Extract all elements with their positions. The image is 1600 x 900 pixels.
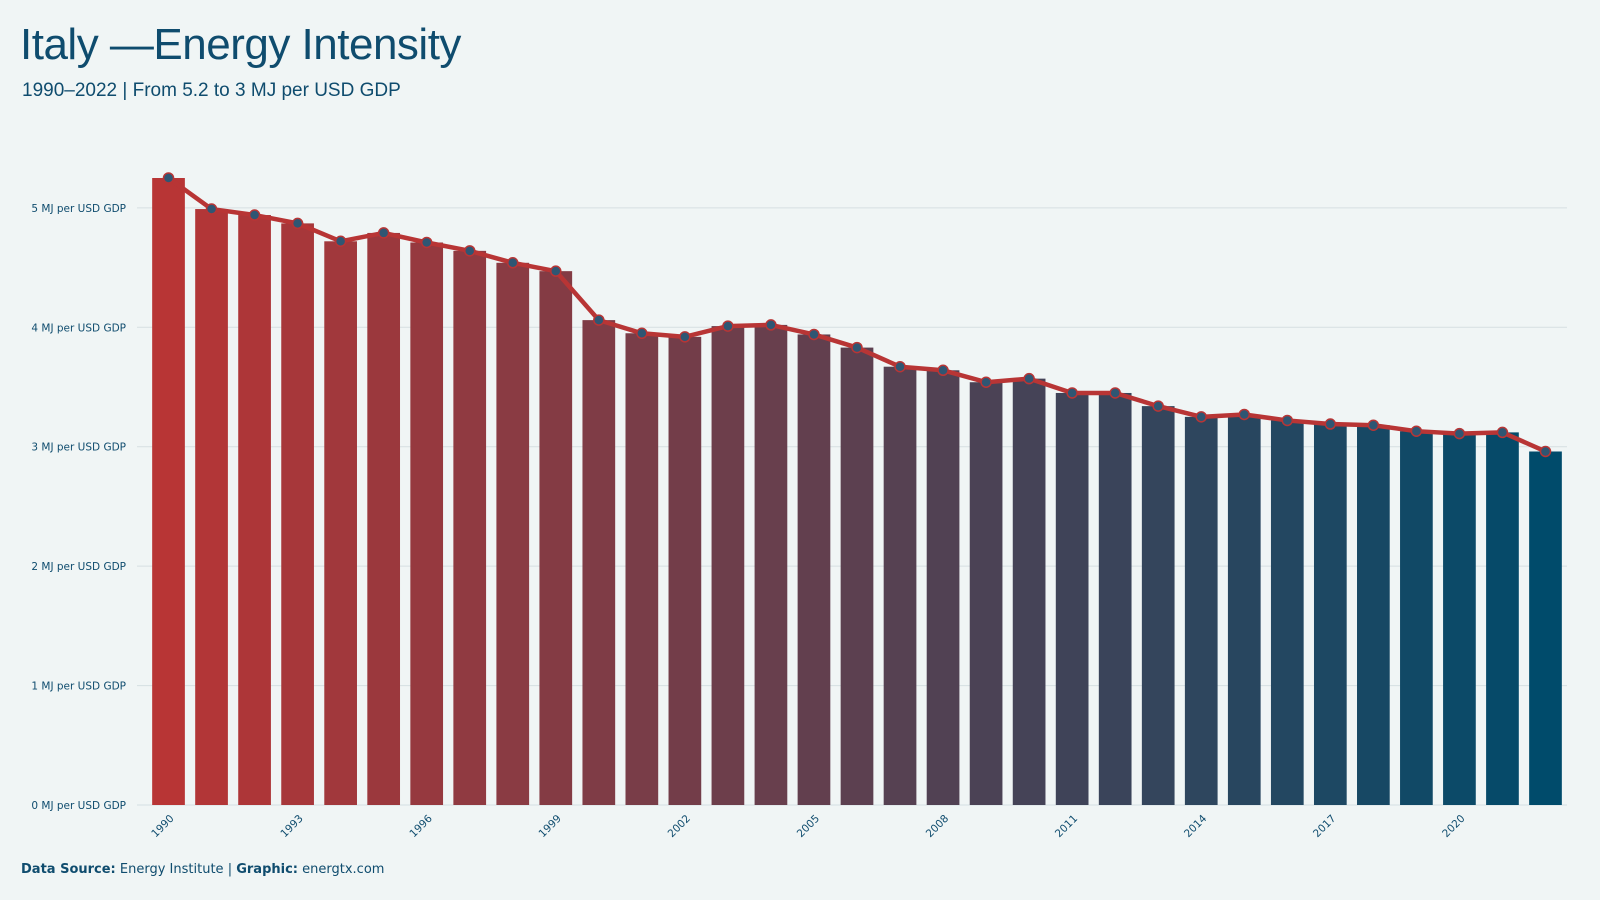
graphic-value: energtx.com xyxy=(302,862,385,877)
point-2005 xyxy=(808,328,820,341)
bar-2006 xyxy=(840,347,874,805)
footer-separator: | xyxy=(227,862,233,877)
bar-2010 xyxy=(1012,378,1046,805)
source-value: Energy Institute xyxy=(119,862,224,877)
point-1999 xyxy=(550,265,562,277)
x-tick-label: 1993 xyxy=(278,813,305,840)
point-2013 xyxy=(1152,400,1164,412)
y-tick-label: 5 MJ per USD GDP xyxy=(31,203,126,215)
point-2003 xyxy=(722,320,734,332)
x-tick-label: 1999 xyxy=(537,813,564,840)
point-1992 xyxy=(248,209,261,221)
bar-2005 xyxy=(797,334,831,805)
point-2010 xyxy=(1023,372,1035,385)
bar-2007 xyxy=(883,366,917,805)
bar-2004 xyxy=(754,324,788,805)
point-2019 xyxy=(1410,425,1423,437)
chart-title: Italy —Energy Intensity xyxy=(20,20,461,69)
point-2006 xyxy=(851,341,863,354)
point-2004 xyxy=(765,319,777,331)
bar-layer xyxy=(152,178,1562,806)
bar-2002 xyxy=(668,336,702,805)
bar-2013 xyxy=(1141,406,1175,805)
point-2000 xyxy=(593,314,605,326)
y-tick-label: 1 MJ per USD GDP xyxy=(31,681,126,693)
y-tick-label: 2 MJ per USD GDP xyxy=(31,561,126,573)
footer: Data Source: Energy Institute | Graphic:… xyxy=(21,862,384,877)
x-tick-label: 1990 xyxy=(149,813,176,840)
point-2014 xyxy=(1195,411,1207,423)
bar-1997 xyxy=(453,250,487,805)
point-2012 xyxy=(1109,387,1121,399)
bar-1993 xyxy=(281,223,314,805)
bar-2012 xyxy=(1098,392,1132,805)
x-tick-label: 2011 xyxy=(1053,813,1080,840)
bar-2017 xyxy=(1313,424,1347,805)
bar-1990 xyxy=(152,178,185,805)
bar-2014 xyxy=(1184,416,1218,805)
graphic-label: Graphic: xyxy=(236,862,298,877)
bar-1994 xyxy=(324,241,357,806)
point-2001 xyxy=(636,327,648,340)
point-2015 xyxy=(1238,408,1251,421)
point-1994 xyxy=(334,235,347,248)
point-2021 xyxy=(1496,426,1509,439)
point-1991 xyxy=(205,203,218,215)
point-1997 xyxy=(463,245,476,257)
bar-2021 xyxy=(1486,432,1519,805)
bar-1999 xyxy=(539,271,573,805)
x-tick-label: 2020 xyxy=(1440,813,1467,840)
point-1993 xyxy=(291,217,304,230)
point-2016 xyxy=(1281,414,1294,427)
y-tick-label: 3 MJ per USD GDP xyxy=(31,442,126,454)
bar-2003 xyxy=(711,326,745,805)
x-tick-label: 2005 xyxy=(795,813,822,840)
y-tick-label: 0 MJ per USD GDP xyxy=(31,800,126,812)
bar-2022 xyxy=(1529,451,1562,805)
line-layer xyxy=(162,172,1552,458)
point-2011 xyxy=(1066,387,1078,399)
point-2008 xyxy=(937,364,949,377)
point-2009 xyxy=(980,376,992,388)
bar-1998 xyxy=(496,262,530,805)
bar-2020 xyxy=(1443,433,1476,805)
bar-2019 xyxy=(1400,431,1433,805)
point-2002 xyxy=(679,331,691,343)
x-tick-label: 2002 xyxy=(666,813,693,840)
x-tick-label: 2014 xyxy=(1182,812,1210,840)
point-1998 xyxy=(507,257,519,269)
chart-subtitle: 1990–2022 | From 5.2 to 3 MJ per USD GDP xyxy=(22,80,401,101)
point-1996 xyxy=(420,236,433,249)
point-2007 xyxy=(894,360,906,373)
bar-1992 xyxy=(238,215,271,806)
bar-2016 xyxy=(1270,420,1304,805)
bar-2015 xyxy=(1227,414,1261,805)
x-tick-label: 1996 xyxy=(407,812,435,840)
point-2017 xyxy=(1324,418,1337,430)
point-2018 xyxy=(1367,419,1380,431)
bar-2018 xyxy=(1357,425,1390,805)
bar-1991 xyxy=(195,209,228,806)
bar-2001 xyxy=(625,333,659,805)
bar-2008 xyxy=(926,370,960,805)
bar-1996 xyxy=(410,242,444,805)
y-tick-label: 4 MJ per USD GDP xyxy=(31,322,126,334)
point-2020 xyxy=(1453,427,1466,440)
bar-2011 xyxy=(1055,392,1089,805)
point-1995 xyxy=(377,227,390,239)
bar-2000 xyxy=(582,320,616,805)
point-2022 xyxy=(1539,445,1552,458)
bar-1995 xyxy=(367,232,401,806)
bar-2009 xyxy=(969,382,1003,805)
x-tick-label: 2017 xyxy=(1311,813,1338,840)
point-1990 xyxy=(162,172,175,184)
x-tick-label: 2008 xyxy=(924,813,951,840)
source-label: Data Source: xyxy=(21,862,116,877)
